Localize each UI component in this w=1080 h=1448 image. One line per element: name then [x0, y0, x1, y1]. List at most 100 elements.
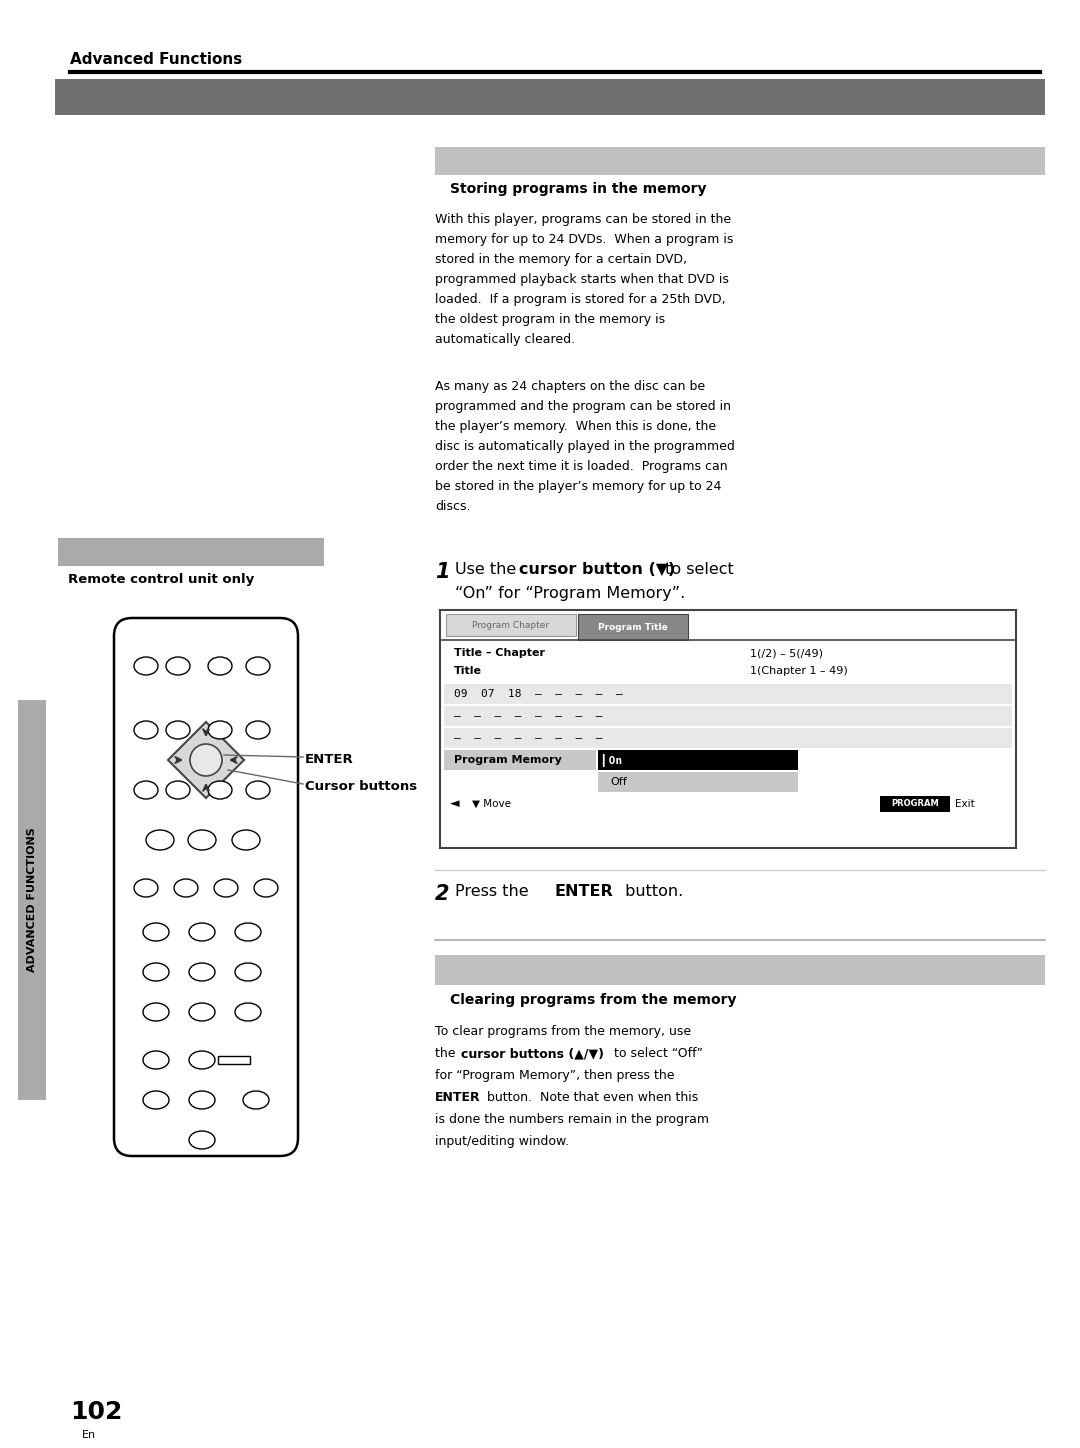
Bar	[446, 614, 576, 636]
Bar	[444, 707, 1012, 725]
Ellipse shape	[134, 721, 158, 738]
Ellipse shape	[134, 657, 158, 675]
Text: Remote control unit only: Remote control unit only	[68, 573, 254, 586]
Text: 1: 1	[435, 562, 449, 582]
Text: Storing programs in the memory: Storing programs in the memory	[450, 182, 706, 195]
Bar	[218, 1056, 249, 1064]
Text: —  —  —  —  —  —  —  —: — — — — — — — —	[454, 733, 603, 743]
Ellipse shape	[232, 830, 260, 850]
Text: ENTER: ENTER	[435, 1090, 481, 1103]
Ellipse shape	[143, 1003, 168, 1021]
Text: 2: 2	[435, 883, 449, 904]
Text: the oldest program in the memory is: the oldest program in the memory is	[435, 313, 665, 326]
Ellipse shape	[143, 963, 168, 980]
Text: Program Chapter: Program Chapter	[472, 621, 550, 630]
Text: En: En	[82, 1431, 96, 1439]
Text: cursor button (▼): cursor button (▼)	[519, 562, 675, 576]
Text: Program Memory: Program Memory	[454, 754, 562, 765]
Bar	[444, 750, 596, 770]
Text: for “Program Memory”, then press the: for “Program Memory”, then press the	[435, 1069, 675, 1082]
Text: cursor buttons (▲/▼): cursor buttons (▲/▼)	[461, 1047, 604, 1060]
Bar	[440, 610, 1016, 849]
Ellipse shape	[208, 780, 232, 799]
Bar	[578, 614, 688, 640]
Polygon shape	[168, 723, 244, 798]
Text: Exit: Exit	[955, 799, 975, 809]
Ellipse shape	[235, 963, 261, 980]
Text: stored in the memory for a certain DVD,: stored in the memory for a certain DVD,	[435, 253, 687, 266]
Text: 1(Chapter 1 – 49): 1(Chapter 1 – 49)	[750, 666, 848, 676]
Ellipse shape	[189, 1090, 215, 1109]
Text: to select “Off”: to select “Off”	[610, 1047, 703, 1060]
Text: the player’s memory.  When this is done, the: the player’s memory. When this is done, …	[435, 420, 716, 433]
Bar	[598, 772, 798, 792]
Ellipse shape	[243, 1090, 269, 1109]
Ellipse shape	[189, 1051, 215, 1069]
FancyBboxPatch shape	[114, 618, 298, 1156]
Ellipse shape	[146, 830, 174, 850]
Ellipse shape	[143, 1090, 168, 1109]
Bar	[444, 794, 1012, 814]
Text: Program Title: Program Title	[598, 624, 667, 633]
Text: ▼ Move: ▼ Move	[472, 799, 511, 809]
Text: Advanced Functions: Advanced Functions	[70, 52, 242, 67]
Text: button.: button.	[620, 883, 684, 899]
Text: be stored in the player’s memory for up to 24: be stored in the player’s memory for up …	[435, 479, 721, 492]
Bar	[18, 699, 46, 1100]
Bar	[58, 539, 324, 566]
Ellipse shape	[246, 657, 270, 675]
Ellipse shape	[134, 879, 158, 896]
Bar	[435, 956, 1045, 985]
Text: Clearing programs from the memory: Clearing programs from the memory	[450, 993, 737, 1006]
Text: disc is automatically played in the programmed: disc is automatically played in the prog…	[435, 440, 734, 453]
Text: order the next time it is loaded.  Programs can: order the next time it is loaded. Progra…	[435, 460, 728, 473]
Bar	[55, 80, 1045, 114]
Ellipse shape	[189, 1131, 215, 1150]
Text: ▎On: ▎On	[602, 753, 622, 766]
Text: ADVANCED FUNCTIONS: ADVANCED FUNCTIONS	[27, 828, 37, 973]
Text: ENTER: ENTER	[555, 883, 613, 899]
Ellipse shape	[189, 1003, 215, 1021]
Text: Use the: Use the	[455, 562, 522, 576]
Text: With this player, programs can be stored in the: With this player, programs can be stored…	[435, 213, 731, 226]
Bar	[444, 728, 1012, 749]
Text: To clear programs from the memory, use: To clear programs from the memory, use	[435, 1025, 691, 1038]
Text: the: the	[435, 1047, 459, 1060]
Ellipse shape	[166, 721, 190, 738]
Text: As many as 24 chapters on the disc can be: As many as 24 chapters on the disc can b…	[435, 379, 705, 392]
Text: button.  Note that even when this: button. Note that even when this	[483, 1090, 699, 1103]
Bar	[444, 683, 1012, 704]
Text: Off: Off	[610, 778, 626, 788]
Text: 1(/2) – 5(/49): 1(/2) – 5(/49)	[750, 649, 823, 657]
Ellipse shape	[188, 830, 216, 850]
Circle shape	[190, 744, 222, 776]
Text: 09  07  18  —  —  —  —  —: 09 07 18 — — — — —	[454, 689, 623, 699]
Ellipse shape	[166, 657, 190, 675]
Ellipse shape	[254, 879, 278, 896]
Bar	[598, 750, 798, 770]
Text: —  —  —  —  —  —  —  —: — — — — — — — —	[454, 711, 603, 721]
Text: Cursor buttons: Cursor buttons	[305, 780, 417, 794]
Text: Press the: Press the	[455, 883, 534, 899]
Text: ENTER: ENTER	[305, 753, 354, 766]
Text: discs.: discs.	[435, 500, 471, 513]
Text: programmed playback starts when that DVD is: programmed playback starts when that DVD…	[435, 274, 729, 287]
Ellipse shape	[208, 721, 232, 738]
Bar	[880, 796, 950, 812]
Text: Title: Title	[454, 666, 482, 676]
Text: “On” for “Program Memory”.: “On” for “Program Memory”.	[455, 586, 685, 601]
Text: programmed and the program can be stored in: programmed and the program can be stored…	[435, 400, 731, 413]
Ellipse shape	[174, 879, 198, 896]
Ellipse shape	[189, 922, 215, 941]
Ellipse shape	[134, 780, 158, 799]
Text: memory for up to 24 DVDs.  When a program is: memory for up to 24 DVDs. When a program…	[435, 233, 733, 246]
Ellipse shape	[235, 1003, 261, 1021]
Ellipse shape	[166, 780, 190, 799]
Ellipse shape	[246, 721, 270, 738]
Ellipse shape	[246, 780, 270, 799]
Text: 102: 102	[70, 1400, 122, 1423]
Bar	[435, 148, 1045, 175]
Text: is done the numbers remain in the program: is done the numbers remain in the progra…	[435, 1114, 708, 1127]
Ellipse shape	[208, 657, 232, 675]
Ellipse shape	[235, 922, 261, 941]
